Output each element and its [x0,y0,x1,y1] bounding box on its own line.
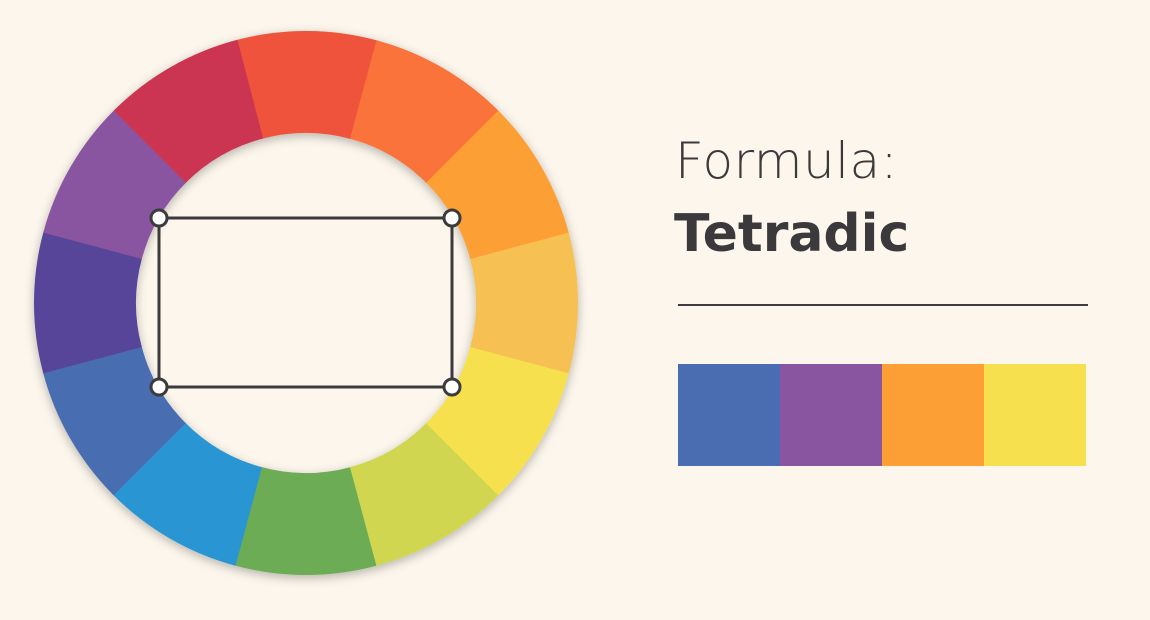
wheel-segment-orange [426,110,570,261]
wheel-segment-green [233,466,377,576]
wheel-segment-crimson [113,39,264,183]
divider-line [678,304,1088,306]
handle-top-right[interactable] [442,208,462,228]
formula-name: Tetradic [674,204,910,264]
wheel-segment-violet [34,230,143,374]
formula-label: Formula: [675,132,899,190]
color-palette [678,364,1086,466]
handle-bottom-right[interactable] [442,377,462,397]
handle-bottom-left[interactable] [149,377,169,397]
wheel-segment-blue-violet [42,345,186,496]
swatch-yellow [984,364,1086,466]
color-wheel [34,31,578,576]
swatch-orange [882,364,984,466]
swatch-blue-violet [678,364,780,466]
wheel-segment-yellow-green [348,423,499,567]
swatch-red-violet [780,364,882,466]
tetradic-rectangle [157,216,454,389]
wheel-segment-red [235,31,379,140]
wheel-segment-yellow-orange [469,232,578,376]
handle-top-left[interactable] [149,208,169,228]
